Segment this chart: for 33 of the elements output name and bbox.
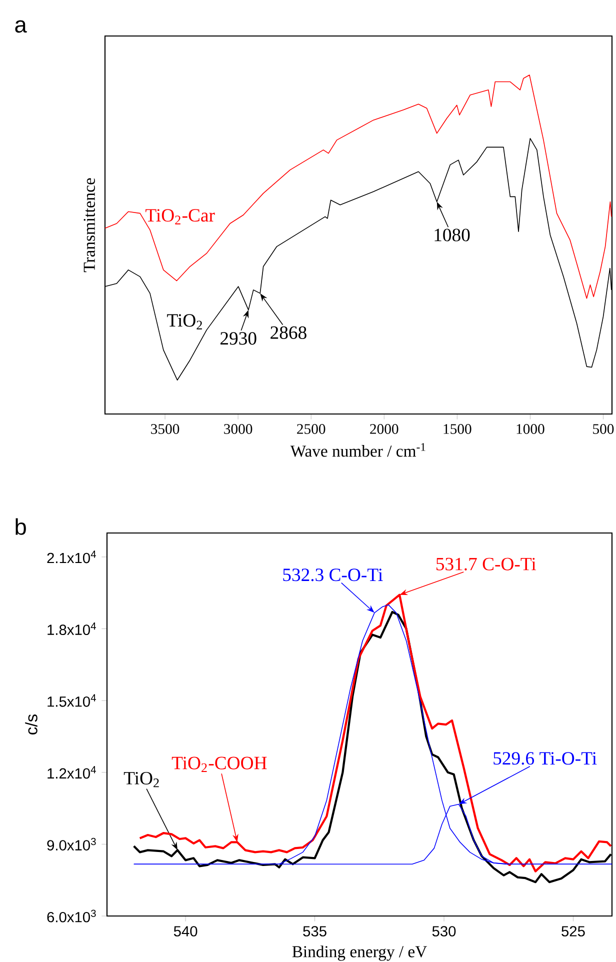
chart-title: a <box>15 20 27 33</box>
x-axis-title: Wave number / cm$^{-1}$ <box>290 443 426 457</box>
chart-title: b <box>16 518 26 535</box>
x-tick-label: 3500 <box>151 424 180 434</box>
y-tick-label: 1.5x10$^{4}$ <box>48 694 96 707</box>
y-axis-title: Transmittence <box>84 178 95 272</box>
x-tick-label: 1500 <box>444 424 472 434</box>
x-tick-label: 530 <box>432 926 456 936</box>
annotation: 2868 <box>270 326 306 339</box>
y-tick-label: 2.1x10$^{4}$ <box>47 550 96 564</box>
annotation: 2930 <box>220 332 256 345</box>
x-tick-label: 525 <box>562 926 585 936</box>
text: 529.6 Ti-O-Ti <box>494 752 597 765</box>
y-tick-label: 6.0x10$^{3}$ <box>47 910 96 922</box>
series-label: 532.3 C-O-Ti <box>283 568 383 582</box>
y-tick-label: 1.8x10$^{4}$ <box>48 622 96 636</box>
series-label: TiO$_{2}$-Car <box>146 209 215 224</box>
x-tick-label: 2000 <box>370 424 398 434</box>
x-tick-label: 540 <box>174 926 198 936</box>
annotation: 531.7 C-O-Ti <box>436 558 536 570</box>
x-tick-label: 1000 <box>516 424 544 434</box>
y-tick-label: 1.2x10$^{4}$ <box>48 766 96 779</box>
text: TiO$_{2}$-COOH <box>172 756 267 772</box>
x-tick-label: 500 <box>593 424 614 434</box>
text: TiO$_{2}$ <box>124 772 159 788</box>
x-tick-label: 2500 <box>297 424 326 434</box>
y-axis-title: c/s <box>25 714 38 734</box>
legend-label: TiO$_{2}$ <box>167 314 202 330</box>
y-tick-label: 9.0x10$^{3}$ <box>47 838 96 850</box>
x-axis-title: Binding energy / eV <box>292 946 427 961</box>
x-tick-label: 3000 <box>224 424 252 434</box>
annotation: 1080 <box>434 228 470 242</box>
x-tick-label: 535 <box>303 926 326 936</box>
